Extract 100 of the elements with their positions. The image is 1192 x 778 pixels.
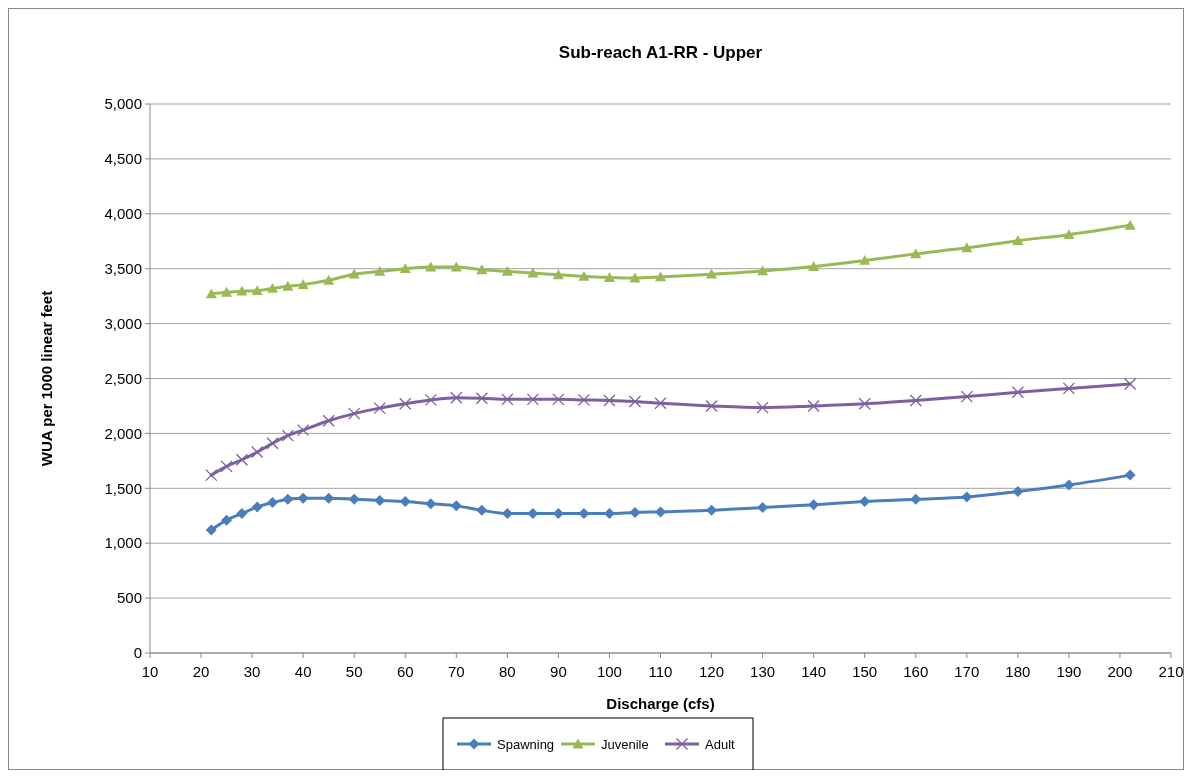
point: [705, 399, 718, 413]
point: [654, 397, 667, 410]
point: [221, 514, 233, 526]
point: [221, 286, 233, 297]
x-tick-label: 40: [294, 663, 312, 680]
x-tick-label: 10: [141, 663, 159, 680]
legend-label: Spawning: [497, 736, 555, 752]
x-tick-label: 80: [499, 663, 516, 680]
point: [205, 524, 217, 536]
point: [859, 495, 871, 507]
x-tick-label: 30: [243, 663, 261, 680]
point: [552, 269, 564, 280]
x-tick-label: 70: [447, 663, 465, 680]
legend-label: Adult: [705, 736, 736, 752]
point: [858, 397, 871, 410]
point: [1124, 377, 1137, 391]
point: [501, 393, 514, 406]
x-axis-title: Discharge (cfs): [606, 695, 715, 712]
point: [552, 393, 565, 406]
x-tick-label: 130: [750, 663, 776, 680]
x-tick-label: 150: [852, 663, 878, 680]
point: [267, 282, 279, 293]
point: [266, 437, 279, 450]
point: [425, 498, 437, 510]
point: [577, 393, 591, 407]
x-tick-label: 90: [550, 663, 567, 680]
y-tick-label: 5,000: [104, 95, 142, 113]
point: [373, 402, 386, 415]
y-tick-label: 500: [116, 589, 142, 607]
point: [236, 508, 248, 520]
y-axis-title: WUA per 1000 linear feet: [38, 290, 55, 467]
point: [450, 500, 462, 512]
point: [399, 495, 411, 507]
y-tick-label: 3,500: [104, 259, 142, 277]
y-tick-label: 4,500: [104, 150, 142, 168]
point: [399, 397, 412, 410]
point: [1063, 229, 1075, 240]
point: [251, 285, 263, 296]
point: [757, 502, 769, 514]
point: [756, 401, 769, 414]
point: [527, 267, 539, 278]
x-tick-label: 200: [1107, 663, 1133, 680]
x-tick-label: 180: [1005, 663, 1031, 680]
point: [220, 460, 233, 473]
point: [267, 497, 279, 509]
point: [961, 242, 973, 253]
point: [628, 395, 642, 408]
point: [1012, 235, 1024, 246]
x-tick-label: 50: [345, 663, 363, 680]
point: [1124, 219, 1136, 230]
legend-label: Juvenile: [601, 736, 649, 752]
point: [236, 285, 248, 296]
x-tick-label: 160: [903, 663, 929, 680]
x-tick-label: 100: [596, 663, 622, 680]
x-tick-label: 110: [648, 663, 673, 680]
point: [501, 265, 513, 276]
point: [282, 493, 294, 505]
point: [374, 494, 386, 506]
point: [910, 248, 922, 259]
point: [757, 265, 769, 276]
point: [450, 391, 463, 404]
point: [297, 423, 310, 437]
point: [281, 429, 294, 442]
x-tick-label: 20: [192, 663, 210, 680]
point: [348, 268, 360, 279]
x-tick-label: 170: [954, 663, 980, 680]
point: [348, 493, 360, 505]
point: [348, 407, 361, 420]
y-tick-label: 3,000: [104, 314, 142, 332]
point: [629, 506, 641, 518]
x-tick-label: 140: [801, 663, 827, 680]
x-tick-label: 190: [1056, 663, 1082, 680]
point: [322, 414, 335, 427]
point: [603, 394, 616, 407]
point: [205, 288, 217, 299]
point: [425, 261, 437, 272]
point: [501, 508, 513, 520]
x-tick-label: 60: [396, 663, 414, 680]
point: [424, 393, 437, 407]
point: [323, 274, 335, 285]
point: [476, 504, 488, 516]
point: [807, 399, 820, 413]
chart-title: Sub-reach A1-RR - Upper: [558, 43, 763, 62]
point: [297, 279, 309, 290]
point: [859, 254, 871, 265]
y-tick-label: 0: [133, 644, 142, 662]
x-tick-label: 210: [1158, 663, 1184, 680]
point: [909, 394, 922, 407]
point: [251, 445, 264, 459]
point: [205, 468, 218, 482]
point: [374, 265, 386, 276]
point: [655, 506, 666, 518]
point: [476, 264, 488, 275]
y-tick-label: 1,500: [104, 479, 142, 497]
point: [399, 263, 411, 274]
point: [961, 491, 973, 503]
point: [1011, 386, 1024, 399]
point: [1062, 382, 1076, 395]
point: [450, 261, 462, 272]
point: [475, 392, 488, 405]
